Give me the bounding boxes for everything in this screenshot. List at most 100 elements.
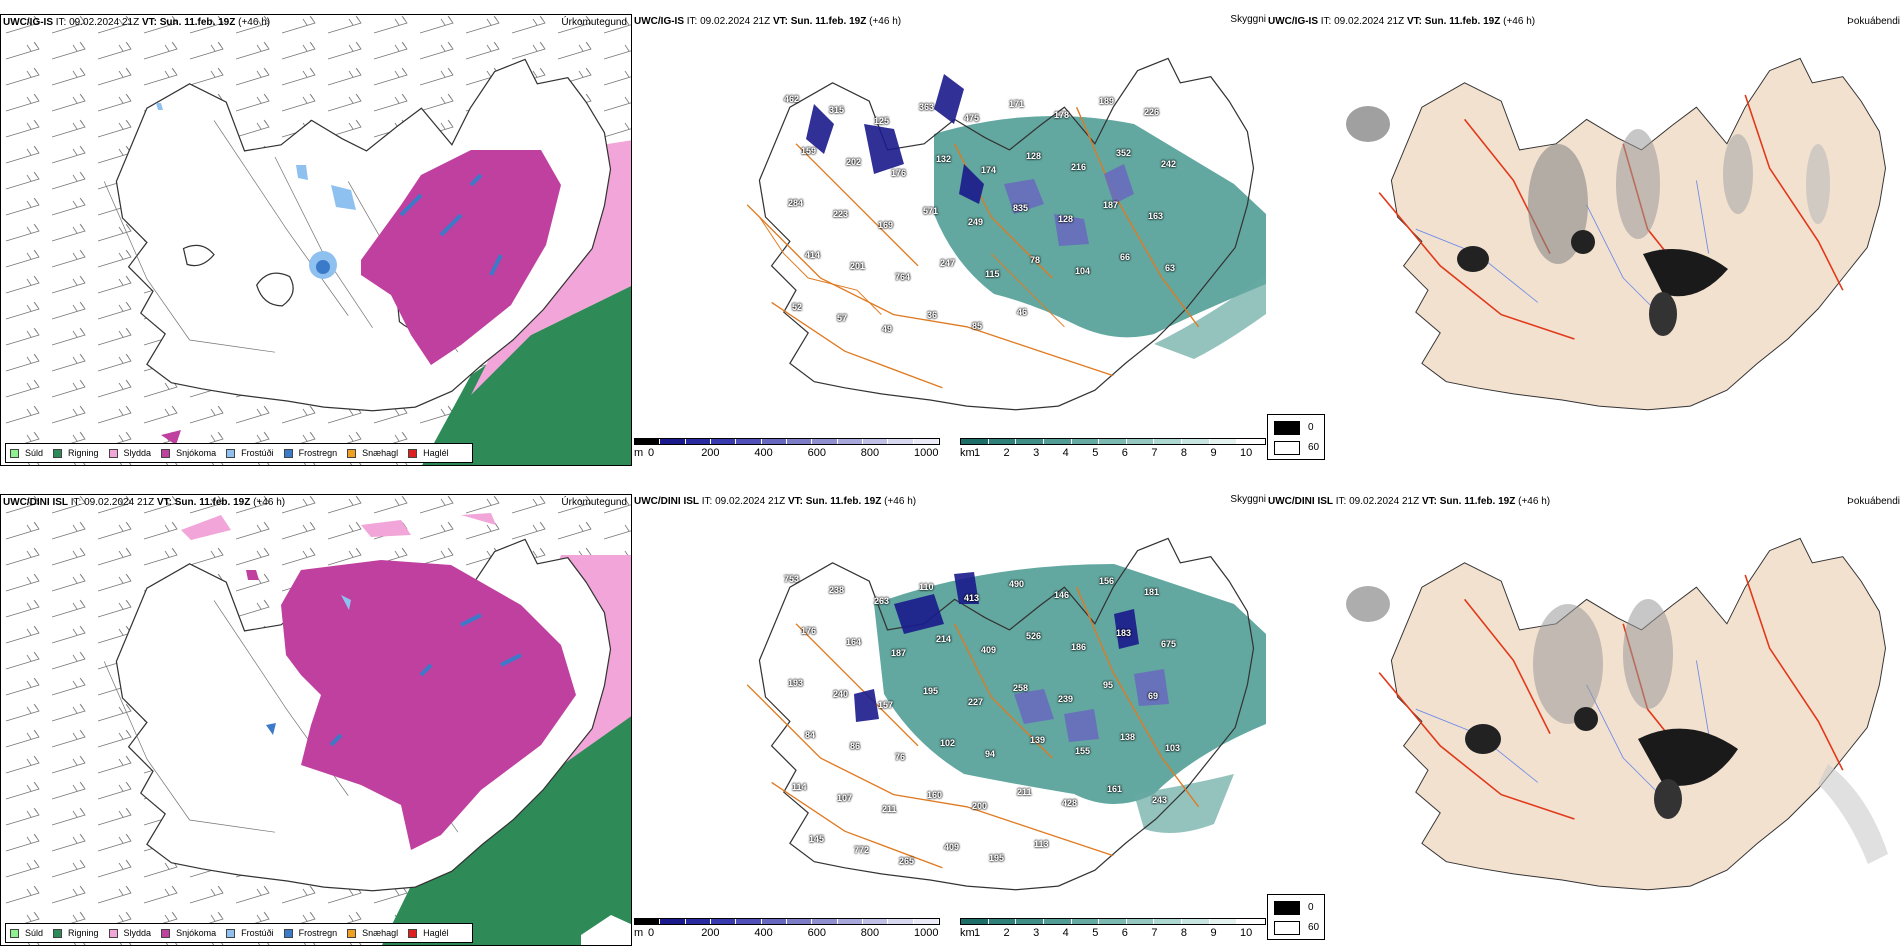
colorbar-step [761,919,787,924]
legend-swatch [226,448,236,458]
ceiling-visibility-map-bottom: UWC/DINI ISL IT: 09.02.2024 21Z VT: Sun.… [634,494,1266,946]
colorbar-step [1043,919,1072,924]
colorbar-step [862,919,889,924]
fog-swatch-high [1274,921,1300,935]
ceiling-value-label: 242 [1161,159,1177,169]
colorbar-step [1071,919,1100,924]
colorbar-tick: 6 [1121,927,1128,939]
legend-item: Slydda [108,928,151,938]
ceiling-value-label: 107 [837,793,853,803]
ceiling-value-label: 76 [895,752,906,762]
ceiling-value-label: 78 [1030,255,1041,265]
colorbar-step [660,439,686,444]
ceiling-value-label: 240 [833,689,849,699]
visibility-colorbar: km 1 2 3 4 5 6 7 8 9 10 [960,438,1266,460]
colorbar-unit: m [634,447,644,459]
fog-value-low: 0 [1308,422,1314,433]
legend-label: Frostúði [241,928,274,938]
colorbar-unit: m [634,927,644,939]
ceiling-value-label: 157 [878,700,894,710]
rain-area [381,715,631,945]
ceiling-value-label: 176 [801,626,817,636]
ceiling-value-label: 214 [936,634,952,644]
ceiling-value-label: 753 [784,574,800,584]
fog-swatch-low [1274,901,1300,915]
ceiling-value-label: 113 [1034,839,1049,849]
legend-item: Frostúði [226,448,274,458]
colorbar-step [1126,439,1155,444]
colorbar-step [660,919,686,924]
precip-legend: Súld Rigning Slydda Snjókoma Frostúði Frostre… [5,443,473,463]
colorbar-step [1154,919,1183,924]
colorbar-step [913,439,939,444]
colorbar-tick: 5 [1092,447,1099,459]
ceiling-value-label: 409 [944,842,960,852]
legend-swatch [161,448,171,458]
panel-title: UWC/DINI ISL IT: 09.02.2024 21Z VT: Sun.… [3,497,286,508]
ceiling-value-label: 201 [850,261,866,271]
colorbar-step [736,439,762,444]
colorbar-tick: 10 [1240,927,1253,939]
ceiling-value-label: 265 [899,856,915,866]
colorbar-strip [634,918,940,925]
panel-name: Úrkomutegund [561,17,627,28]
legend-item: Haglél [408,928,449,938]
legend-item: Snjókoma [161,928,216,938]
ceiling-value-label: 132 [936,154,952,164]
ceiling-value-label: 226 [1144,107,1160,117]
fog-index-legend: 0 60 [1267,414,1325,460]
ceiling-value-label: 186 [1071,642,1087,652]
ceiling-value-label: 428 [1062,798,1078,808]
ceiling-value-label: 249 [968,217,984,227]
legend-label: Haglél [423,928,449,938]
colorbar-step [635,439,661,444]
legend-swatch [283,448,293,458]
colorbar-tick: 200 [701,927,720,939]
ceiling-value-label: 128 [1026,151,1042,161]
ceiling-map-svg-top [634,14,1266,434]
colorbar-step [1099,439,1127,444]
ceiling-value-label: 160 [927,790,943,800]
legend-swatch [408,928,418,938]
panel-name: Skyggni [1230,494,1266,505]
ceiling-value-label: 161 [1107,784,1123,794]
rain-area [422,285,631,465]
ceiling-visibility-map-top: UWC/IG-IS IT: 09.02.2024 21Z VT: Sun. 11… [634,14,1266,466]
colorbar-step [1071,439,1100,444]
legend-swatch [108,448,118,458]
ceiling-value-label: 145 [809,834,825,844]
colorbar-step [1209,439,1238,444]
colorbar-tick: 8 [1180,927,1187,939]
legend-label: Frostregn [298,448,338,458]
colorbar-strip [960,438,1266,445]
colorbar-step [786,919,813,924]
ceiling-value-label: 263 [874,596,890,606]
legend-label: Snæhagl [362,928,399,938]
ceiling-value-label: 211 [1017,787,1032,797]
fog-value-high: 60 [1308,922,1320,933]
panel-name: Þokuábendi [1847,16,1900,27]
colorbar-step [837,919,863,924]
fog-map-top: UWC/IG-IS IT: 09.02.2024 21Z VT: Sun. 11… [1268,14,1900,414]
fog-swatch-low [1274,421,1300,435]
ceiling-value-label: 258 [1013,683,1029,693]
legend-label: Snjókoma [176,928,217,938]
ceiling-value-label: 183 [1116,628,1132,638]
legend-label: Súld [25,448,44,458]
ceiling-value-label: 247 [940,258,956,268]
ceiling-value-label: 86 [850,741,861,751]
colorbar-strip [960,918,1266,925]
colorbar-step [1016,439,1044,444]
panel-name: Þokuábendi [1847,496,1900,507]
colorbar-step [961,439,989,444]
legend-label: Frostúði [241,448,274,458]
ceiling-value-label: 104 [1075,266,1091,276]
ceiling-value-label: 187 [891,648,907,658]
ceiling-value-label: 110 [919,582,934,592]
ceiling-value-label: 409 [981,645,997,655]
colorbar-tick: 400 [754,447,773,459]
ceiling-value-label: 146 [1054,590,1070,600]
colorbar-step [1154,439,1183,444]
colorbar-tick: 4 [1062,927,1069,939]
ceiling-value-label: 169 [878,220,894,230]
